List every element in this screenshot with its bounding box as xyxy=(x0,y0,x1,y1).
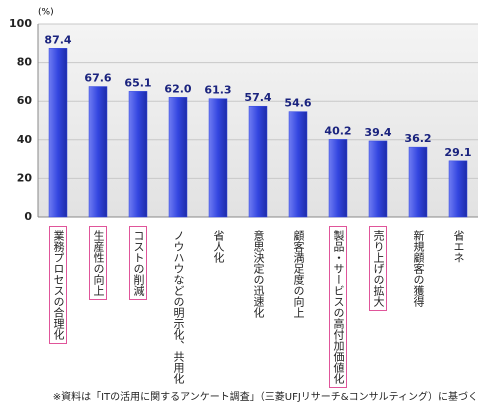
value-label: 40.2 xyxy=(324,124,351,137)
value-label: 65.1 xyxy=(124,76,151,89)
value-label: 61.3 xyxy=(204,84,231,97)
bar xyxy=(88,86,108,218)
x-tick-label: コストの削減 xyxy=(129,226,147,300)
bar xyxy=(128,91,148,218)
x-tick-label: 意思決定の迅速化 xyxy=(252,230,265,318)
x-tick-label: ノウハウなどの明示化、共用化 xyxy=(172,230,185,384)
y-tick-label: 80 xyxy=(17,56,33,69)
value-label: 62.0 xyxy=(164,82,191,95)
footnote: ※資料は「ITの活用に関するアンケート調査」（三菱UFJリサーチ&コンサルティン… xyxy=(52,392,478,403)
value-label: 57.4 xyxy=(244,91,271,104)
x-tick-label: 業務プロセスの合理化 xyxy=(49,226,67,344)
value-label: 87.4 xyxy=(44,33,71,46)
bar xyxy=(208,98,228,218)
x-tick-label: 顧客満足度の向上 xyxy=(292,230,305,318)
y-tick-label: 60 xyxy=(17,94,33,107)
y-unit: (%) xyxy=(38,8,54,18)
bar xyxy=(328,139,348,218)
value-label: 36.2 xyxy=(404,132,431,145)
bar xyxy=(168,97,188,218)
y-tick-label: 0 xyxy=(24,210,32,223)
x-tick-label: 売り上げの拡大 xyxy=(369,226,387,311)
bar xyxy=(248,105,268,218)
x-tick-label: 製品・サービスの高付加価値化 xyxy=(329,226,347,388)
bar xyxy=(288,111,308,218)
x-tick-label: 新規顧客の獲得 xyxy=(412,230,425,307)
x-tick-label: 生産性の向上 xyxy=(89,226,107,300)
value-label: 29.1 xyxy=(444,146,471,159)
y-tick-label: 20 xyxy=(17,171,33,184)
bar xyxy=(48,48,68,218)
x-tick-label: 省エネ xyxy=(452,230,465,263)
value-label: 39.4 xyxy=(364,126,391,139)
bar xyxy=(368,140,388,218)
bar xyxy=(408,146,428,218)
value-label: 54.6 xyxy=(284,97,311,110)
y-tick-label: 100 xyxy=(9,17,32,30)
y-tick-label: 40 xyxy=(17,133,33,146)
bar xyxy=(448,160,468,218)
x-tick-label: 省人化 xyxy=(212,230,225,263)
value-label: 67.6 xyxy=(84,72,111,85)
